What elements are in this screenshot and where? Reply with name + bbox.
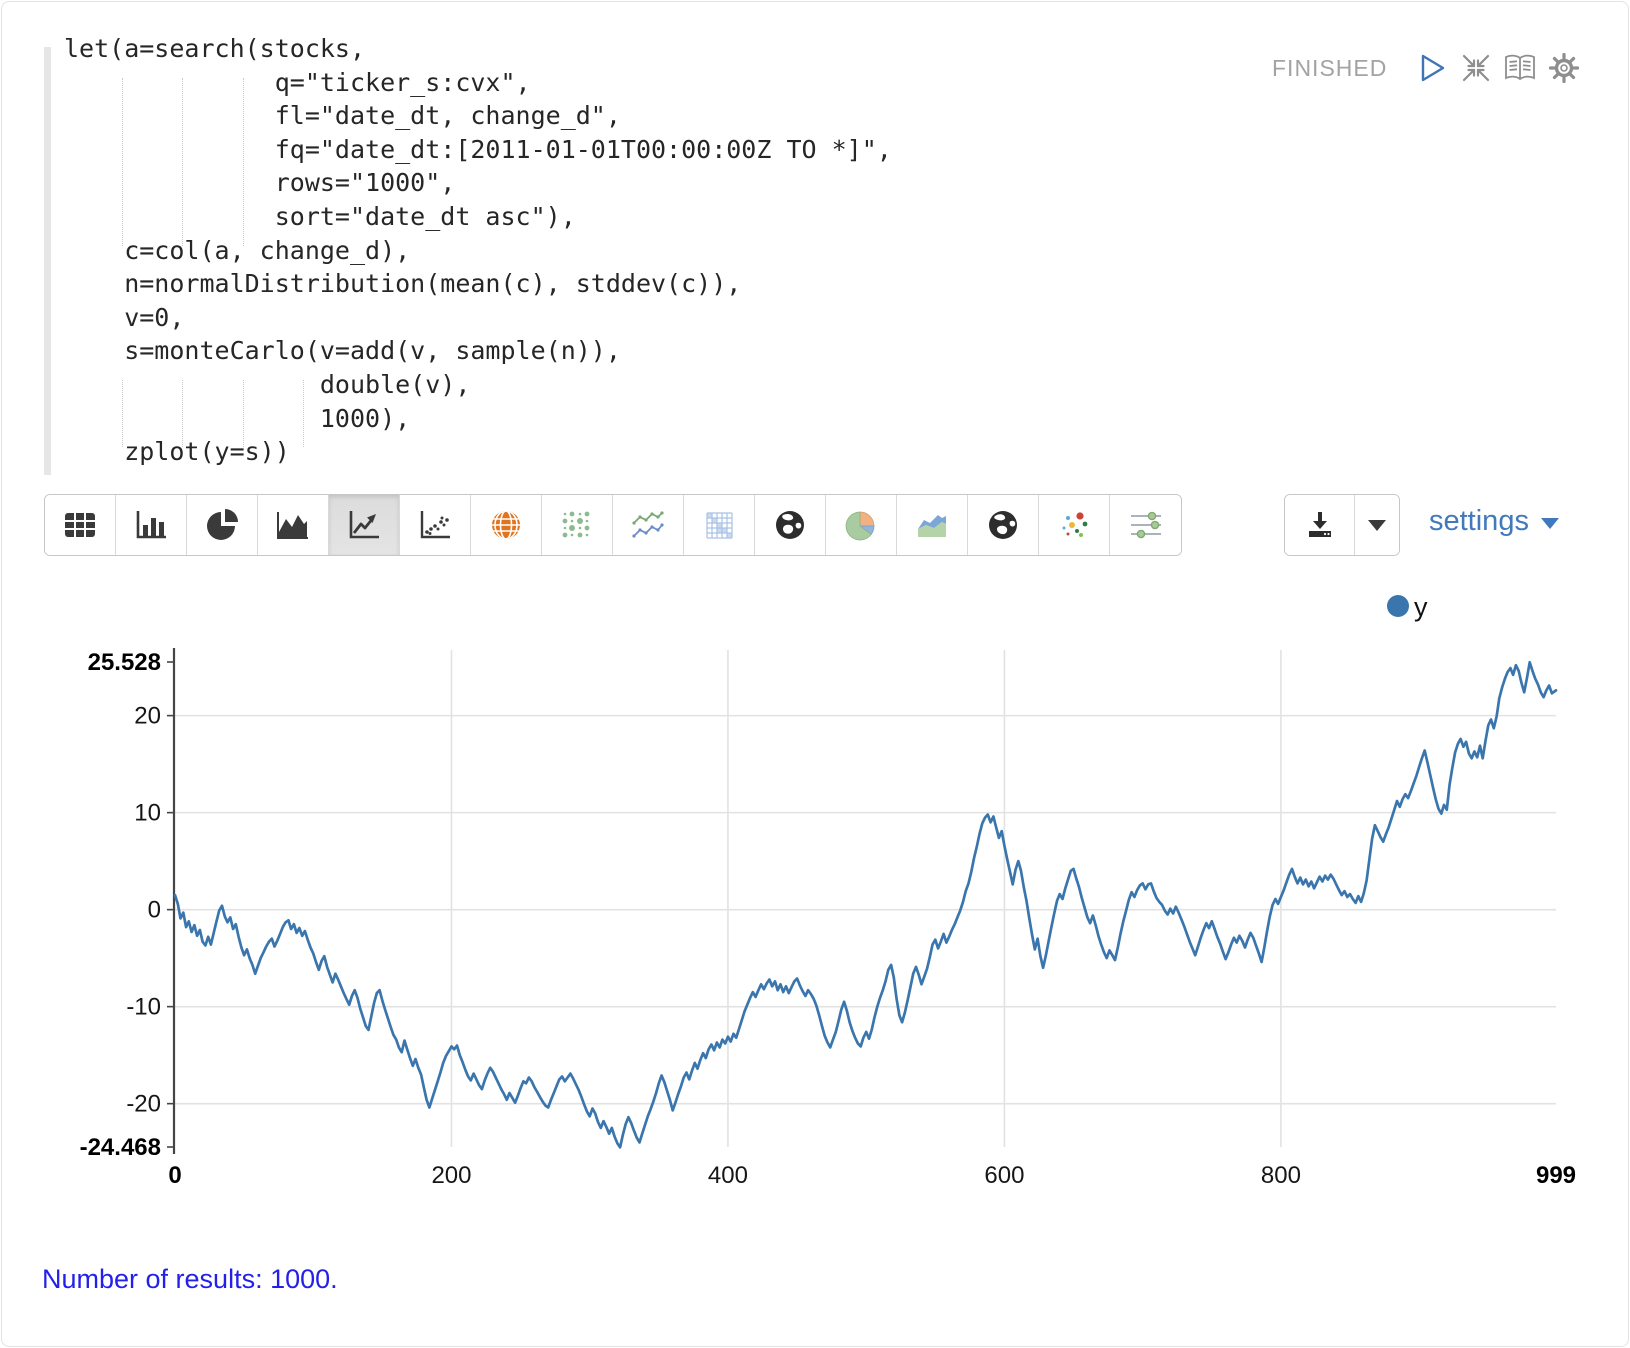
line-chart-button[interactable] — [329, 495, 400, 555]
run-icon[interactable] — [1413, 50, 1451, 86]
grid-heatmap-button[interactable] — [684, 495, 755, 555]
globe-dark-2-button[interactable] — [968, 495, 1039, 555]
download-icon — [1308, 512, 1331, 537]
y-tick-label: -10 — [126, 994, 161, 1021]
legend-swatch[interactable] — [1387, 595, 1409, 617]
multi-line-chart-button[interactable] — [613, 495, 684, 555]
table-button[interactable] — [45, 495, 116, 555]
area-chart-button[interactable] — [258, 495, 329, 555]
editor-scrollbar[interactable] — [44, 47, 51, 475]
book-icon[interactable] — [1501, 50, 1539, 86]
bar-chart-button[interactable] — [116, 495, 187, 555]
code-editor[interactable]: let(a=search(stocks, q="ticker_s:cvx", f… — [64, 34, 892, 467]
pie-chart-color-button[interactable] — [826, 495, 897, 555]
y-tick-label: 0 — [148, 897, 161, 924]
download-button[interactable] — [1285, 495, 1355, 555]
chart-type-toolbar — [44, 494, 1182, 556]
line-chart[interactable]: 25.528 20 10 0 -10 -20 -24.468 0 200 400 600 800 999… — [2, 560, 1630, 1208]
paragraph-controls: FINISHED — [1272, 48, 1592, 88]
globe-network-button[interactable] — [471, 495, 542, 555]
area-chart-color-button[interactable] — [897, 495, 968, 555]
indent-guide — [243, 380, 244, 447]
x-tick-label: 999 — [1536, 1162, 1576, 1189]
y-tick-label: -20 — [126, 1091, 161, 1118]
settings-link[interactable]: settings — [1429, 505, 1559, 538]
shrink-icon[interactable] — [1457, 50, 1495, 86]
y-tick-label: 20 — [134, 703, 161, 730]
x-tick-label: 200 — [431, 1162, 471, 1189]
x-tick-label: 400 — [708, 1162, 748, 1189]
indent-guide — [182, 380, 183, 447]
scatter-color-button[interactable] — [1039, 495, 1110, 555]
indent-guide — [122, 380, 123, 447]
chevron-down-icon — [1540, 518, 1559, 529]
legend-label[interactable]: y — [1414, 592, 1428, 622]
download-options-button[interactable] — [1355, 495, 1399, 555]
chevron-down-icon — [1368, 519, 1386, 531]
globe-dark-button[interactable] — [755, 495, 826, 555]
paragraph-status: FINISHED — [1272, 54, 1388, 81]
results-count: Number of results: 1000. — [42, 1264, 338, 1294]
series-line-y[interactable] — [173, 660, 1558, 1149]
download-split-button — [1284, 494, 1400, 556]
sliders-button[interactable] — [1110, 495, 1181, 555]
indent-guide — [303, 380, 304, 447]
x-tick-label: 0 — [168, 1162, 181, 1189]
settings-gear-icon[interactable] — [1545, 50, 1583, 86]
pie-chart-button[interactable] — [187, 495, 258, 555]
indent-guide — [243, 78, 244, 246]
indent-guide — [122, 78, 123, 246]
x-tick-label: 600 — [984, 1162, 1024, 1189]
dot-matrix-button[interactable] — [542, 495, 613, 555]
y-tick-label: 10 — [134, 800, 161, 827]
x-tick-label: 800 — [1261, 1162, 1301, 1189]
indent-guide — [182, 78, 183, 246]
y-tick-label: -24.468 — [80, 1134, 161, 1161]
settings-label: settings — [1429, 505, 1529, 537]
scatter-chart-button[interactable] — [400, 495, 471, 555]
y-tick-label: 25.528 — [88, 649, 161, 676]
